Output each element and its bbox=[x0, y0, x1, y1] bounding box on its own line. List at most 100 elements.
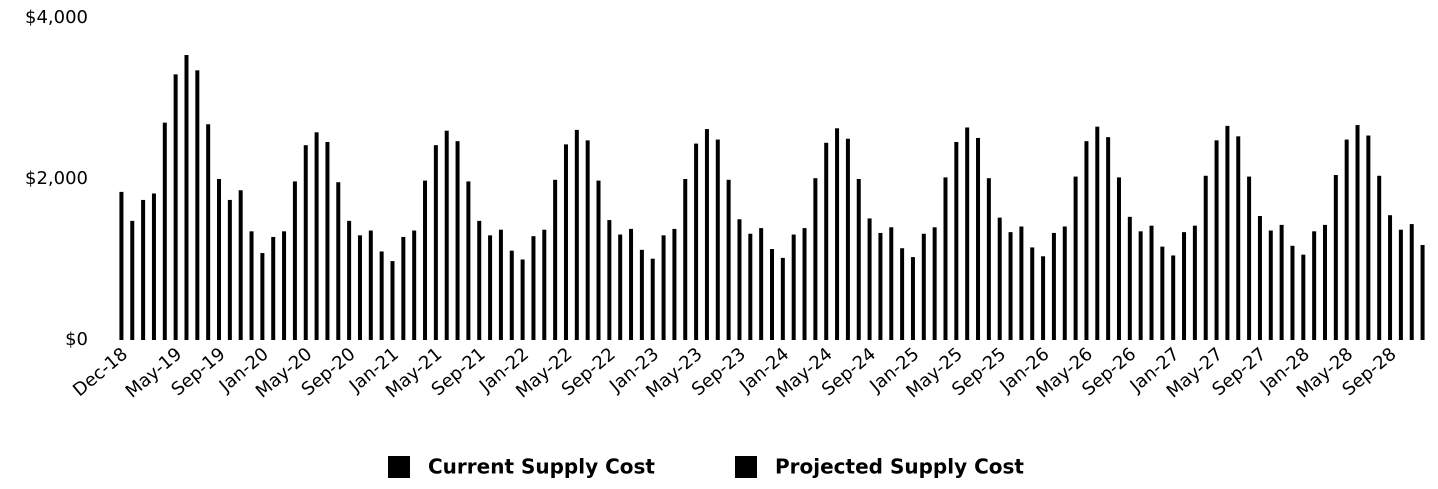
bar bbox=[173, 74, 178, 340]
bar bbox=[488, 235, 493, 340]
bar bbox=[206, 124, 211, 340]
legend-label: Current Supply Cost bbox=[428, 455, 655, 479]
bar bbox=[770, 249, 774, 340]
bar bbox=[130, 220, 135, 340]
bar bbox=[1127, 216, 1132, 340]
bar bbox=[1030, 247, 1035, 340]
bar bbox=[1051, 232, 1056, 340]
bar bbox=[824, 142, 829, 340]
bar bbox=[271, 236, 276, 340]
bar bbox=[1398, 229, 1403, 340]
bar bbox=[1225, 125, 1230, 341]
bar bbox=[1344, 139, 1349, 340]
bar bbox=[1214, 140, 1219, 340]
bar bbox=[119, 191, 124, 340]
bar bbox=[444, 130, 449, 340]
bar bbox=[238, 190, 243, 340]
bar bbox=[184, 55, 189, 340]
bar bbox=[596, 180, 601, 340]
bar bbox=[661, 235, 666, 340]
bar bbox=[141, 199, 146, 340]
bar bbox=[260, 253, 265, 340]
bar bbox=[553, 179, 558, 340]
bar bbox=[574, 129, 579, 340]
bar bbox=[910, 257, 915, 340]
bar bbox=[520, 259, 525, 340]
bar bbox=[748, 233, 753, 340]
bar bbox=[249, 231, 254, 340]
bar bbox=[650, 258, 655, 340]
legend-label: Projected Supply Cost bbox=[775, 455, 1024, 479]
bar bbox=[1366, 135, 1371, 340]
bar bbox=[759, 228, 764, 340]
bar bbox=[986, 178, 991, 340]
bar bbox=[227, 199, 232, 340]
bar bbox=[368, 230, 373, 340]
bar bbox=[1290, 245, 1295, 340]
bar bbox=[1236, 136, 1241, 340]
bar bbox=[162, 122, 167, 341]
bar bbox=[791, 234, 796, 340]
bar bbox=[314, 132, 319, 340]
bar bbox=[585, 140, 590, 340]
bar bbox=[1409, 224, 1414, 340]
bar bbox=[542, 229, 547, 340]
bar bbox=[802, 228, 807, 340]
bar bbox=[292, 181, 297, 340]
bar bbox=[357, 235, 362, 340]
bar bbox=[498, 229, 503, 340]
bar bbox=[997, 217, 1002, 340]
bar bbox=[217, 179, 222, 340]
bar bbox=[433, 145, 438, 340]
bar bbox=[509, 250, 514, 340]
bar bbox=[704, 129, 709, 340]
bar bbox=[336, 182, 341, 340]
bar bbox=[813, 178, 818, 340]
bar bbox=[921, 233, 926, 340]
legend-swatch bbox=[388, 456, 410, 478]
bar bbox=[1322, 224, 1327, 340]
bar bbox=[151, 193, 156, 340]
y-tick-label: $4,000 bbox=[25, 7, 88, 28]
bar bbox=[726, 179, 731, 340]
bar bbox=[932, 227, 937, 340]
bar bbox=[943, 177, 948, 340]
bar bbox=[629, 228, 634, 340]
bar bbox=[1084, 141, 1089, 340]
bar bbox=[1138, 231, 1143, 340]
bar bbox=[1192, 225, 1197, 340]
bar bbox=[1333, 174, 1338, 340]
bar bbox=[694, 143, 699, 340]
bar bbox=[1062, 226, 1067, 340]
bar bbox=[379, 251, 384, 340]
bar bbox=[954, 141, 959, 340]
bar bbox=[1019, 226, 1024, 340]
bar bbox=[780, 257, 785, 340]
bar bbox=[1008, 232, 1013, 340]
bar bbox=[1149, 225, 1154, 340]
x-tick-label: Dec-18 bbox=[69, 344, 132, 401]
bar bbox=[900, 248, 905, 340]
bar bbox=[477, 220, 482, 340]
bar bbox=[889, 227, 894, 340]
bar bbox=[1268, 230, 1273, 340]
bar bbox=[715, 139, 720, 340]
bar bbox=[856, 179, 861, 340]
bar bbox=[1160, 246, 1165, 340]
bar bbox=[1182, 232, 1187, 340]
bar bbox=[867, 218, 872, 340]
bar bbox=[455, 141, 460, 340]
bar bbox=[1041, 256, 1046, 340]
bar bbox=[1203, 175, 1208, 340]
bar bbox=[1116, 177, 1121, 340]
y-tick-label: $2,000 bbox=[25, 168, 88, 189]
bar bbox=[466, 181, 471, 340]
bar bbox=[412, 230, 417, 340]
bar bbox=[531, 236, 536, 340]
bar bbox=[1171, 255, 1176, 340]
bar bbox=[282, 231, 287, 340]
bar bbox=[390, 261, 395, 340]
bar bbox=[1355, 125, 1360, 340]
bar bbox=[1257, 216, 1262, 340]
bar bbox=[639, 249, 644, 340]
